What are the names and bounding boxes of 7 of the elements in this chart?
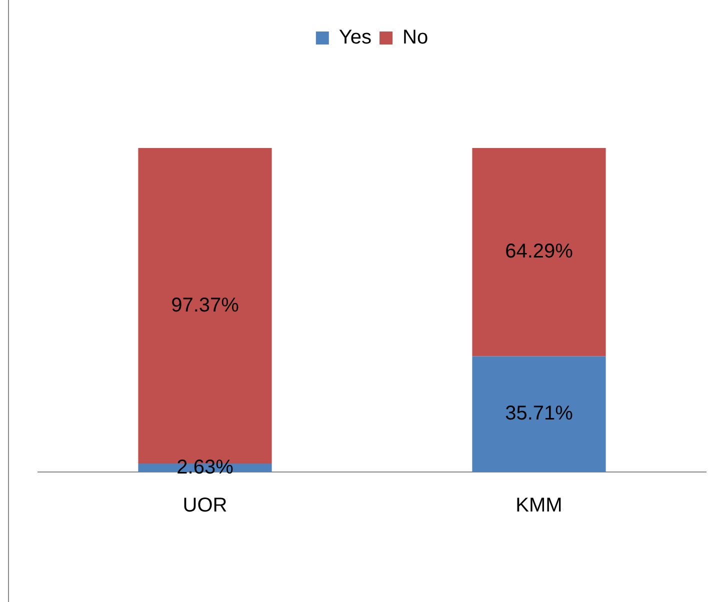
data-label: 35.71% [505, 402, 574, 425]
x-tick-label: UOR [182, 494, 228, 517]
legend-label: No [402, 26, 428, 49]
data-label: 97.37% [171, 294, 240, 316]
legend-label: Yes [338, 26, 372, 49]
data-label: 64.29% [505, 240, 574, 263]
x-tick-label: KMM [516, 494, 562, 517]
